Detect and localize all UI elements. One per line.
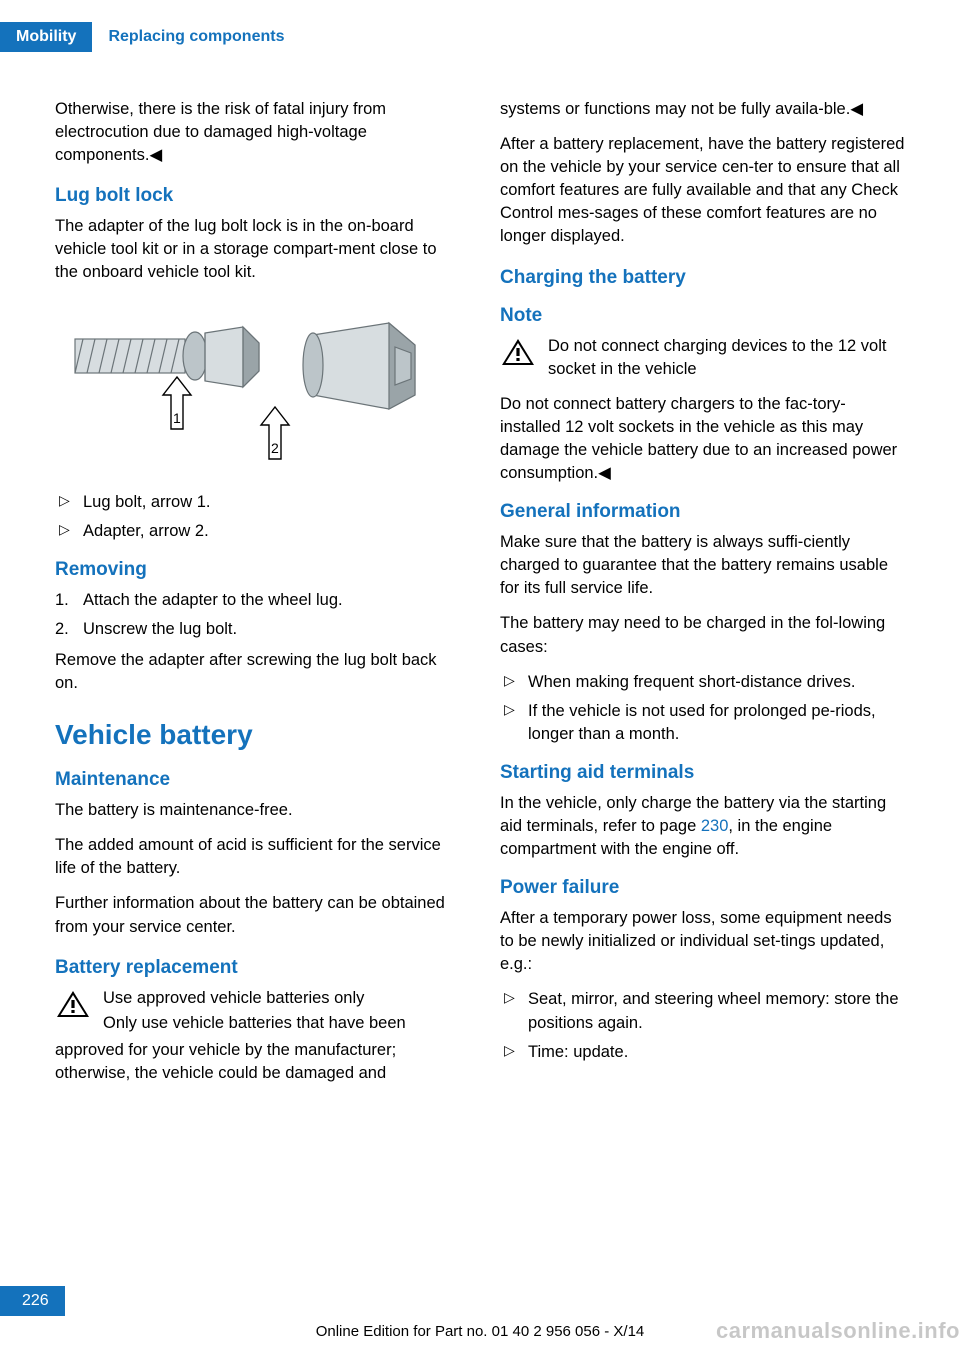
warning-icon <box>55 989 91 1019</box>
heading-terminals: Starting aid terminals <box>500 762 905 784</box>
warning-line1: Use approved vehicle batteries only <box>103 987 460 1010</box>
paragraph: Make sure that the battery is always suf… <box>500 531 905 600</box>
list-text: Attach the adapter to the wheel lug. <box>83 591 343 609</box>
paragraph: Remove the adapter after screwing the lu… <box>55 649 460 695</box>
diagram-label-2: 2 <box>271 440 279 456</box>
paragraph: After a temporary power loss, some equip… <box>500 907 905 976</box>
paragraph: Do not connect battery chargers to the f… <box>500 393 905 485</box>
heading-maintenance: Maintenance <box>55 769 460 791</box>
heading-charging: Charging the battery <box>500 267 905 289</box>
paragraph: The battery may need to be charged in th… <box>500 612 905 658</box>
list-item: Lug bolt, arrow 1. <box>55 491 460 514</box>
list-item: Adapter, arrow 2. <box>55 520 460 543</box>
watermark: carmanualsonline.info <box>716 1318 960 1344</box>
right-column: systems or functions may not be fully av… <box>500 98 905 1085</box>
list-text: Unscrew the lug bolt. <box>83 620 237 638</box>
warning-line1: Do not connect charging devices to the 1… <box>548 335 905 381</box>
page-link[interactable]: 230 <box>701 817 729 835</box>
heading-removing: Removing <box>55 559 460 581</box>
list-item: 1.Attach the adapter to the wheel lug. <box>55 589 460 612</box>
warning-line2: Only use vehicle batteries that have bee… <box>103 1012 460 1035</box>
list-item: Time: update. <box>500 1041 905 1064</box>
warning-block: Use approved vehicle batteries only Only… <box>55 987 460 1035</box>
heading-lug-bolt-lock: Lug bolt lock <box>55 185 460 207</box>
bullet-list: Seat, mirror, and steering wheel memory:… <box>500 988 905 1063</box>
heading-note: Note <box>500 305 905 327</box>
numbered-list: 1.Attach the adapter to the wheel lug. 2… <box>55 589 460 641</box>
header-section: Mobility <box>0 22 92 52</box>
heading-general-info: General information <box>500 501 905 523</box>
list-item: 2.Unscrew the lug bolt. <box>55 618 460 641</box>
bullet-list: Lug bolt, arrow 1. Adapter, arrow 2. <box>55 491 460 543</box>
paragraph: Further information about the battery ca… <box>55 892 460 938</box>
paragraph: systems or functions may not be fully av… <box>500 98 905 121</box>
list-item: When making frequent short-distance driv… <box>500 671 905 694</box>
paragraph: After a battery replacement, have the ba… <box>500 133 905 248</box>
lug-bolt-diagram: 1 2 <box>55 299 435 479</box>
warning-icon <box>500 337 536 367</box>
left-column: Otherwise, there is the risk of fatal in… <box>55 98 460 1085</box>
heading-power-failure: Power failure <box>500 877 905 899</box>
diagram-label-1: 1 <box>173 410 181 426</box>
list-item: Seat, mirror, and steering wheel memory:… <box>500 988 905 1034</box>
bullet-list: When making frequent short-distance driv… <box>500 671 905 746</box>
header-chapter: Replacing components <box>92 22 300 52</box>
list-item: If the vehicle is not used for prolonged… <box>500 700 905 746</box>
heading-battery-replacement: Battery replacement <box>55 957 460 979</box>
paragraph: The added amount of acid is sufficient f… <box>55 834 460 880</box>
warning-block: Do not connect charging devices to the 1… <box>500 335 905 381</box>
header-bar: Mobility Replacing components <box>0 0 905 52</box>
page-number: 226 <box>0 1286 65 1316</box>
paragraph: The battery is maintenance-free. <box>55 799 460 822</box>
paragraph: In the vehicle, only charge the battery … <box>500 792 905 861</box>
paragraph: approved for your vehicle by the manufac… <box>55 1039 460 1085</box>
heading-vehicle-battery: Vehicle battery <box>55 719 460 751</box>
paragraph: The adapter of the lug bolt lock is in t… <box>55 215 460 284</box>
paragraph: Otherwise, there is the risk of fatal in… <box>55 98 460 167</box>
